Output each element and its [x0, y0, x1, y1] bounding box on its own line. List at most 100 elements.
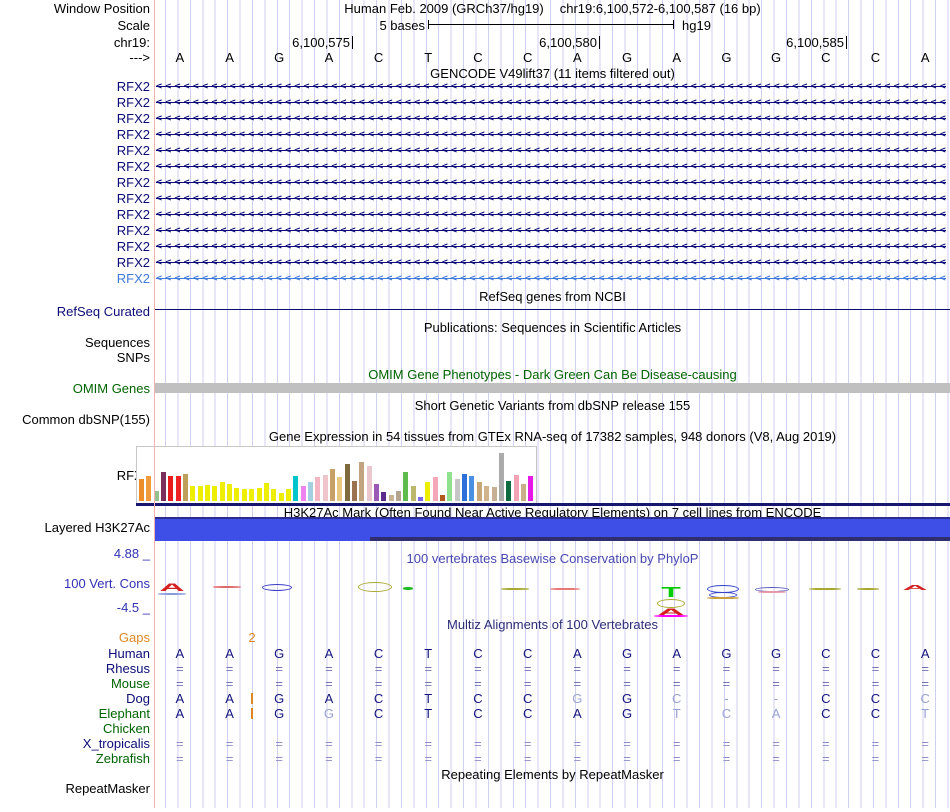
gtex-tissue-bar[interactable] [403, 472, 409, 501]
gencode-transcript-label[interactable]: RFX2 [116, 239, 150, 254]
gtex-tissue-bar[interactable] [227, 484, 233, 501]
gencode-transcript-row[interactable]: <<<<<<<<<<<<<<<<<<<<<<<<<<<<<<<<<<<<<<<<… [156, 191, 948, 207]
gencode-transcript-row[interactable]: <<<<<<<<<<<<<<<<<<<<<<<<<<<<<<<<<<<<<<<<… [156, 79, 948, 95]
gtex-tissue-bar[interactable] [418, 497, 424, 501]
gencode-transcript-label[interactable]: RFX2 [116, 255, 150, 270]
gencode-transcript-row[interactable]: <<<<<<<<<<<<<<<<<<<<<<<<<<<<<<<<<<<<<<<<… [156, 271, 948, 287]
gtex-tissue-bar[interactable] [219, 482, 225, 501]
gtex-tissue-bar[interactable] [175, 476, 181, 501]
gencode-transcript-row[interactable]: <<<<<<<<<<<<<<<<<<<<<<<<<<<<<<<<<<<<<<<<… [156, 239, 948, 255]
gencode-transcript-row[interactable]: <<<<<<<<<<<<<<<<<<<<<<<<<<<<<<<<<<<<<<<<… [156, 95, 948, 111]
multiz-species-label-chicken[interactable]: Chicken [103, 721, 150, 736]
gtex-expression-chart[interactable] [136, 446, 537, 504]
gtex-tissue-bar[interactable] [528, 476, 534, 501]
gtex-tissue-bar[interactable] [168, 476, 174, 501]
publications-snps-label[interactable]: SNPs [116, 350, 150, 365]
vert-cons-label[interactable]: 100 Vert. Cons [64, 576, 150, 591]
gtex-tissue-bar[interactable] [263, 483, 269, 501]
gencode-transcript-label[interactable]: RFX2 [116, 191, 150, 206]
gencode-transcript-row[interactable]: <<<<<<<<<<<<<<<<<<<<<<<<<<<<<<<<<<<<<<<<… [156, 111, 948, 127]
multiz-species-label-x_tropicalis[interactable]: X_tropicalis [82, 736, 150, 751]
gencode-transcript-label[interactable]: RFX2 [116, 79, 150, 94]
gtex-tissue-bar[interactable] [293, 476, 299, 501]
gtex-tissue-bar[interactable] [315, 477, 321, 501]
gencode-transcript-row[interactable]: <<<<<<<<<<<<<<<<<<<<<<<<<<<<<<<<<<<<<<<<… [156, 143, 948, 159]
gtex-tissue-bar[interactable] [447, 472, 453, 501]
h3k27ac-signal-bar[interactable] [155, 517, 950, 541]
gtex-tissue-bar[interactable] [396, 491, 402, 501]
gtex-tissue-bar[interactable] [491, 487, 497, 501]
gtex-tissue-bar[interactable] [498, 453, 504, 501]
gtex-tissue-bar[interactable] [190, 486, 196, 501]
multiz-species-label-rhesus[interactable]: Rhesus [105, 661, 150, 676]
gtex-tissue-bar[interactable] [139, 479, 144, 501]
gencode-transcript-label[interactable]: RFX2 [116, 143, 150, 158]
gtex-tissue-bar[interactable] [513, 475, 519, 501]
repeatmasker-label[interactable]: RepeatMasker [65, 781, 150, 796]
gencode-transcript-label[interactable]: RFX2 [116, 95, 150, 110]
gtex-tissue-bar[interactable] [410, 486, 416, 501]
gencode-transcript-label[interactable]: RFX2 [116, 111, 150, 126]
multiz-gaps-label[interactable]: Gaps [118, 630, 150, 645]
multiz-species-label-dog[interactable]: Dog [126, 691, 150, 706]
gtex-tissue-bar[interactable] [256, 488, 262, 501]
gtex-tissue-bar[interactable] [388, 495, 394, 501]
refseq-curated-gene-line[interactable] [155, 309, 950, 310]
gencode-transcript-label[interactable]: RFX2 [116, 223, 150, 238]
gencode-transcript-row[interactable]: <<<<<<<<<<<<<<<<<<<<<<<<<<<<<<<<<<<<<<<<… [156, 223, 948, 239]
gencode-transcript-label[interactable]: RFX2 [116, 175, 150, 190]
gtex-tissue-bar[interactable] [344, 464, 350, 501]
publications-sequences-label[interactable]: Sequences [84, 335, 150, 350]
gencode-transcript-label[interactable]: RFX2 [116, 159, 150, 174]
gtex-tissue-bar[interactable] [381, 492, 387, 501]
gtex-tissue-bar[interactable] [359, 462, 365, 501]
gtex-tissue-bar[interactable] [197, 486, 203, 501]
gtex-tissue-bar[interactable] [153, 491, 159, 501]
gtex-tissue-bar[interactable] [440, 495, 446, 501]
gtex-bar-group[interactable] [139, 448, 535, 501]
gencode-transcript-row[interactable]: <<<<<<<<<<<<<<<<<<<<<<<<<<<<<<<<<<<<<<<<… [156, 159, 948, 175]
refseq-curated-label[interactable]: RefSeq Curated [56, 304, 150, 319]
gtex-tissue-bar[interactable] [374, 484, 379, 501]
gencode-transcript-row[interactable]: <<<<<<<<<<<<<<<<<<<<<<<<<<<<<<<<<<<<<<<<… [156, 175, 948, 191]
multiz-species-label-human[interactable]: Human [108, 646, 150, 661]
layered-h3k27ac-label[interactable]: Layered H3K27Ac [44, 520, 150, 535]
gtex-tissue-bar[interactable] [234, 488, 240, 501]
gtex-tissue-bar[interactable] [300, 486, 306, 501]
omim-gene-bar[interactable] [155, 383, 950, 393]
gtex-tissue-bar[interactable] [278, 493, 284, 501]
gtex-tissue-bar[interactable] [520, 484, 526, 501]
gtex-gene-label[interactable]: RFX2 [116, 468, 150, 483]
multiz-species-label-elephant[interactable]: Elephant [98, 706, 150, 721]
gtex-tissue-bar[interactable] [454, 479, 460, 501]
gtex-tissue-bar[interactable] [307, 482, 313, 501]
gtex-tissue-bar[interactable] [329, 469, 335, 501]
common-dbsnp-label[interactable]: Common dbSNP(155) [22, 412, 150, 427]
gtex-tissue-bar[interactable] [241, 489, 247, 501]
gencode-transcript-row[interactable]: <<<<<<<<<<<<<<<<<<<<<<<<<<<<<<<<<<<<<<<<… [156, 127, 948, 143]
omim-genes-label[interactable]: OMIM Genes [72, 381, 150, 396]
gtex-tissue-bar[interactable] [337, 477, 343, 501]
gencode-transcript-row[interactable]: <<<<<<<<<<<<<<<<<<<<<<<<<<<<<<<<<<<<<<<<… [156, 255, 948, 271]
gtex-tissue-bar[interactable] [425, 482, 431, 501]
gtex-tissue-bar[interactable] [462, 474, 468, 501]
gtex-tissue-bar[interactable] [161, 472, 167, 501]
gencode-transcript-row[interactable]: <<<<<<<<<<<<<<<<<<<<<<<<<<<<<<<<<<<<<<<<… [156, 207, 948, 223]
multiz-species-label-mouse[interactable]: Mouse [110, 676, 150, 691]
gencode-transcript-label[interactable]: RFX2 [116, 207, 150, 222]
gtex-tissue-bar[interactable] [322, 475, 328, 501]
gtex-tissue-bar[interactable] [146, 476, 152, 501]
gtex-tissue-bar[interactable] [271, 489, 277, 501]
gtex-tissue-bar[interactable] [432, 477, 438, 501]
gtex-tissue-bar[interactable] [351, 481, 357, 501]
gtex-tissue-bar[interactable] [366, 466, 372, 501]
gtex-tissue-bar[interactable] [183, 474, 189, 501]
multiz-species-label-zebrafish[interactable]: Zebrafish [95, 751, 150, 766]
gtex-tissue-bar[interactable] [506, 481, 512, 501]
gtex-tissue-bar[interactable] [212, 486, 218, 501]
gtex-tissue-bar[interactable] [285, 489, 291, 501]
gtex-tissue-bar[interactable] [469, 476, 475, 501]
gencode-transcript-label[interactable]: RFX2 [116, 127, 150, 142]
gtex-tissue-bar[interactable] [205, 485, 211, 501]
gtex-tissue-bar[interactable] [476, 482, 482, 501]
